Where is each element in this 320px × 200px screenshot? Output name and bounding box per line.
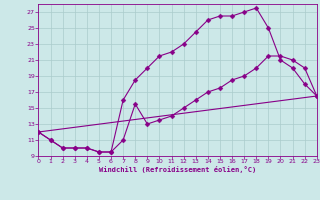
X-axis label: Windchill (Refroidissement éolien,°C): Windchill (Refroidissement éolien,°C) xyxy=(99,166,256,173)
